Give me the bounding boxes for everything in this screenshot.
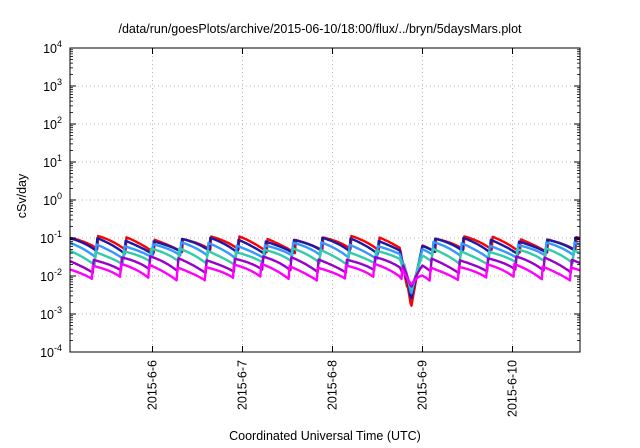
y-tick-label: 101 (43, 153, 62, 170)
series-line (69, 240, 581, 295)
y-tick-label: 10-4 (40, 343, 62, 360)
y-tick-label: 10-2 (40, 267, 62, 284)
series-line (69, 255, 581, 288)
x-tick-label: 2015-6-7 (236, 360, 250, 410)
y-tick-label: 103 (43, 77, 62, 94)
x-tick-label: 2015-6-9 (416, 360, 430, 410)
y-tick-label: 102 (43, 115, 62, 132)
x-tick-label: 2015-6-6 (146, 360, 160, 410)
x-tick-label: 2015-6-10 (506, 360, 520, 417)
y-tick-label: 100 (43, 191, 62, 208)
y-tick-label: 10-1 (40, 229, 62, 246)
y-tick-label: 10-3 (40, 305, 62, 322)
y-axis-label: cSv/day (15, 173, 29, 219)
series-line (69, 246, 581, 291)
series-line (69, 262, 581, 286)
chart-title: /data/run/goesPlots/archive/2015-06-10/1… (118, 22, 522, 36)
x-tick-label: 2015-6-8 (326, 360, 340, 410)
y-tick-label: 104 (43, 39, 62, 56)
x-axis-label: Coordinated Universal Time (UTC) (229, 429, 421, 443)
series-line (69, 236, 581, 300)
